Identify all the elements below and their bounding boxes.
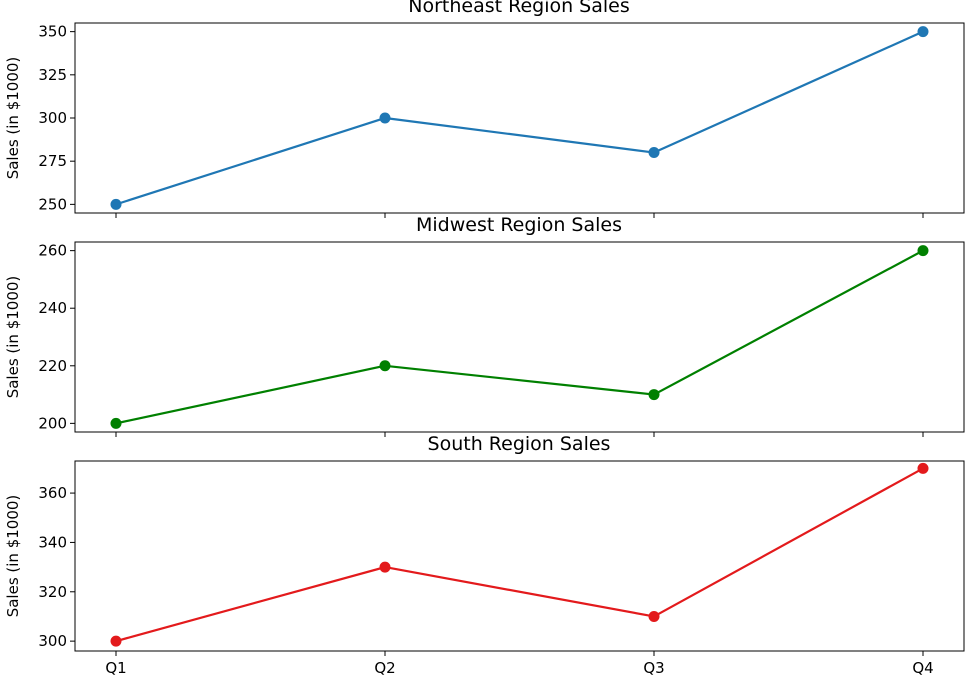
y-tick-label: 325 [38, 66, 67, 84]
northeast-panel: Northeast Region Sales Sales (in $1000) … [4, 0, 965, 218]
x-tick-label: Q1 [105, 659, 126, 677]
data-point-q2 [379, 112, 391, 124]
y-tick-label: 240 [38, 299, 67, 317]
data-point-q1 [110, 198, 122, 210]
midwest-panel: Midwest Region Sales Sales (in $1000) 20… [4, 214, 965, 437]
y-tick-label: 300 [38, 632, 67, 650]
y-tick-label: 220 [38, 357, 67, 375]
y-axis-label: Sales (in $1000) [4, 495, 22, 618]
x-tick-label: Q4 [912, 659, 933, 677]
y-tick-label: 320 [38, 583, 67, 601]
panel-title: South Region Sales [428, 433, 611, 455]
data-point-q4 [917, 26, 929, 38]
data-point-q2 [379, 561, 391, 573]
data-point-q3 [648, 389, 660, 401]
plot-frame [74, 22, 965, 214]
plot-frame [74, 241, 965, 433]
data-point-q3 [648, 147, 660, 159]
series-line [115, 467, 924, 643]
series-line [115, 249, 924, 425]
y-tick-label: 260 [38, 242, 67, 260]
y-tick-label: 250 [38, 195, 67, 213]
data-point-q4 [917, 462, 929, 474]
y-tick-label: 350 [38, 23, 67, 41]
plot-frame [74, 460, 965, 652]
y-axis-label: Sales (in $1000) [4, 57, 22, 180]
y-tick-label: 360 [38, 484, 67, 502]
y-tick-label: 275 [38, 152, 67, 170]
data-point-q1 [110, 635, 122, 647]
panel-title: Northeast Region Sales [408, 0, 630, 17]
y-tick-label: 200 [38, 414, 67, 432]
x-tick-label: Q3 [643, 659, 664, 677]
x-tick-label: Q2 [374, 659, 395, 677]
y-tick-label: 340 [38, 533, 67, 551]
data-point-q4 [917, 245, 929, 257]
y-tick-label: 300 [38, 109, 67, 127]
data-point-q2 [379, 360, 391, 372]
data-point-q3 [648, 610, 660, 622]
data-point-q1 [110, 417, 122, 429]
y-axis-label: Sales (in $1000) [4, 276, 22, 399]
series-line [115, 30, 924, 206]
panel-title: Midwest Region Sales [416, 214, 622, 236]
south-panel: South Region Sales Sales (in $1000) 300 3… [4, 433, 965, 677]
